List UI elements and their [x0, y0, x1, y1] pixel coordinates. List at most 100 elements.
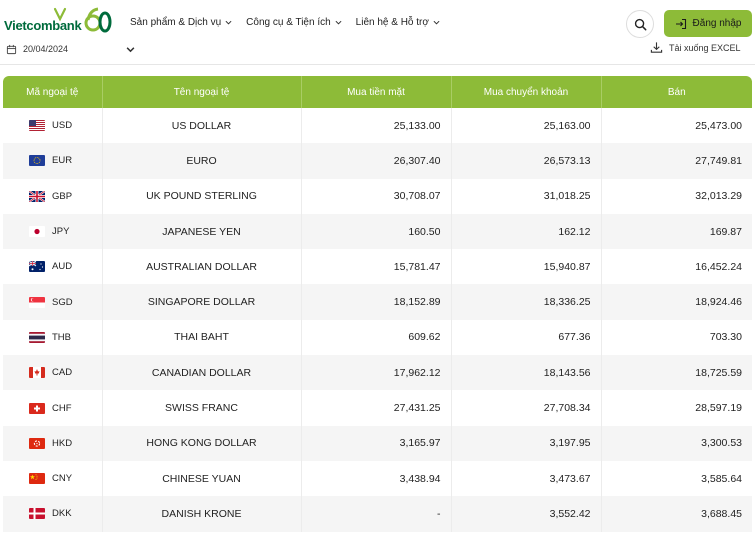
sell-rate: 18,725.59 — [601, 355, 752, 391]
transfer-buy-rate: 18,336.25 — [451, 284, 602, 320]
vietcombank-logo[interactable]: Vietcombank — [4, 6, 114, 38]
transfer-buy-rate: 162.12 — [451, 213, 602, 250]
chevron-down-icon — [335, 20, 342, 25]
currency-name: EURO — [102, 143, 302, 179]
currency-name: CHINESE YUAN — [102, 460, 302, 497]
currency-code-wrap: EUR — [29, 155, 102, 167]
download-icon — [650, 42, 663, 53]
col-cash-buy: Mua tiền mặt — [301, 76, 452, 108]
transfer-buy-rate: 15,940.87 — [451, 249, 602, 285]
cash-buy-rate: 609.62 — [301, 319, 452, 356]
transfer-buy-rate: 27,708.34 — [451, 390, 602, 426]
currency-code-cell: CNY — [3, 460, 103, 497]
login-label: Đăng nhập — [692, 18, 742, 29]
col-transfer-buy: Mua chuyển khoản — [451, 76, 602, 108]
currency-name: AUSTRALIAN DOLLAR — [102, 249, 302, 285]
currency-name: THAI BAHT — [102, 319, 302, 356]
nav-label: Công cụ & Tiện ích — [246, 17, 331, 28]
sell-rate: 16,452.24 — [695, 260, 742, 273]
currency-code-wrap: CAD — [29, 367, 102, 379]
search-button[interactable] — [626, 10, 654, 38]
cash-buy-rate: 26,307.40 — [301, 143, 452, 179]
sell-rate: 703.30 — [709, 331, 742, 344]
currency-code-cell: DKK — [3, 496, 103, 532]
cash-buy-rate: 27,431.25 — [301, 390, 452, 426]
exchange-rate-table-wrapper: Mã ngoại tệ Tên ngoại tệ Mua tiền mặt Mu… — [3, 76, 752, 532]
currency-code-cell: SGD — [3, 284, 103, 320]
login-icon — [675, 18, 686, 29]
dk-flag-icon — [29, 508, 45, 520]
table-row: HKD HONG KONG DOLLAR 3,165.97 3,197.95 3,300… — [3, 425, 752, 461]
cash-buy-rate: 3,165.97 — [301, 425, 452, 461]
excel-label: Tải xuống EXCEL — [669, 42, 741, 53]
currency-code-wrap: USD — [29, 120, 102, 132]
currency-code: CNY — [52, 473, 73, 485]
table-row: EUR EURO 26,307.40 26,573.13 27,749.81 — [3, 143, 752, 179]
currency-code-wrap: AUD — [29, 261, 102, 273]
cn-flag-icon — [29, 473, 45, 485]
currency-name: SWISS FRANC — [102, 390, 302, 426]
currency-code-wrap: SGD — [29, 296, 102, 308]
date-picker[interactable]: 20/04/2024 — [6, 40, 136, 58]
ch-flag-icon — [29, 402, 45, 414]
table-row: CHF SWISS FRANC 27,431.25 27,708.34 28,597.1… — [3, 390, 752, 426]
currency-code-wrap: CNY — [29, 473, 102, 485]
currency-code-wrap: HKD — [29, 437, 102, 449]
download-excel-link[interactable]: Tải xuống EXCEL — [650, 41, 741, 54]
cash-buy-rate: 3,438.94 — [301, 460, 452, 497]
chevron-down-icon — [126, 47, 135, 53]
ca-flag-icon — [29, 367, 45, 379]
anniversary-60-icon — [84, 7, 112, 33]
table-header-row: Mã ngoại tệ Tên ngoại tệ Mua tiền mặt Mu… — [3, 76, 752, 108]
sell-rate: 25,473.00 — [695, 119, 742, 132]
currency-code-wrap: GBP — [29, 190, 102, 202]
jp-flag-icon — [29, 226, 45, 238]
currency-name: CANADIAN DOLLAR — [102, 355, 302, 391]
currency-name: SINGAPORE DOLLAR — [102, 284, 302, 320]
transfer-buy-rate: 3,552.42 — [451, 496, 602, 532]
currency-code-wrap: DKK — [29, 508, 102, 520]
us-flag-icon — [29, 120, 45, 132]
currency-code-cell: GBP — [3, 178, 103, 214]
exchange-rate-table: Mã ngoại tệ Tên ngoại tệ Mua tiền mặt Mu… — [3, 76, 752, 532]
search-icon — [634, 18, 646, 30]
currency-code: AUD — [52, 261, 73, 273]
currency-code-cell: CAD — [3, 355, 103, 391]
transfer-buy-rate: 18,143.56 — [451, 355, 602, 391]
table-row: THB THAI BAHT 609.62 677.36 703.30 — [3, 319, 752, 356]
cash-buy-rate: 17,962.12 — [301, 355, 452, 391]
col-currency-name: Tên ngoại tệ — [102, 76, 302, 108]
uk-flag-icon — [29, 190, 45, 202]
date-value: 20/04/2024 — [23, 44, 69, 54]
hk-flag-icon — [29, 437, 45, 449]
table-row: DKK DANISH KRONE -3,552.42 3,688.45 — [3, 496, 752, 532]
toolbar-divider — [0, 64, 755, 65]
sell-rate: 169.87 — [601, 213, 752, 250]
currency-code-cell: THB — [3, 319, 103, 356]
currency-code-cell: USD — [3, 108, 103, 144]
currency-code-cell: EUR — [3, 143, 103, 179]
chevron-down-icon — [433, 20, 440, 25]
currency-code-cell: AUD — [3, 249, 103, 285]
currency-code: CHF — [52, 402, 72, 414]
nav-tools-utilities[interactable]: Công cụ & Tiện ích — [246, 17, 342, 28]
transfer-buy-rate: 677.36 — [451, 319, 602, 356]
sell-rate: 28,597.19 — [695, 402, 742, 415]
currency-name: HONG KONG DOLLAR — [102, 425, 302, 461]
login-button[interactable]: Đăng nhập — [664, 10, 752, 37]
transfer-buy-rate: 3,473.67 — [451, 460, 602, 497]
cash-buy-rate: - — [301, 496, 452, 532]
logo-leaf-icon — [53, 7, 67, 22]
logo-text: Vietcombank — [4, 18, 82, 33]
table-row: AUD AUSTRALIAN DOLLAR 15,781.47 15,940.87 16… — [3, 249, 752, 285]
sell-rate: 27,749.81 — [601, 143, 752, 179]
nav-contact-support[interactable]: Liên hệ & Hỗ trợ — [356, 17, 440, 28]
sell-rate: 18,924.46 — [601, 284, 752, 320]
nav-products-services[interactable]: Sản phẩm & Dịch vụ — [130, 17, 232, 28]
currency-code-cell: HKD — [3, 425, 103, 461]
th-flag-icon — [29, 331, 45, 343]
table-row: SGD SINGAPORE DOLLAR 18,152.89 18,336.25 18,… — [3, 284, 752, 320]
transfer-buy-rate: 25,163.00 — [451, 108, 602, 144]
currency-code-wrap: THB — [29, 331, 102, 343]
table-row: USD US DOLLAR 25,133.00 25,163.00 25,473.00 — [3, 108, 752, 144]
